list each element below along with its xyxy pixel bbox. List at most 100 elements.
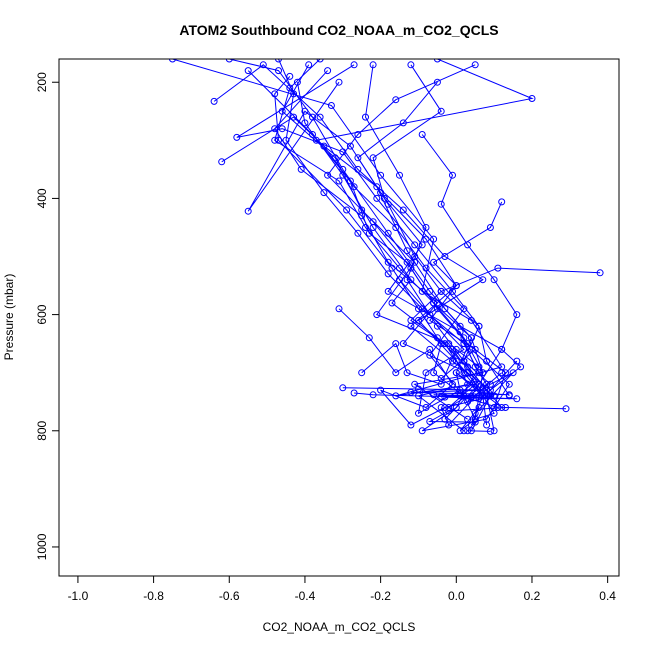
data-point [596, 269, 604, 277]
data-point [502, 404, 509, 411]
data-point [490, 404, 498, 411]
data-point [346, 177, 354, 185]
data-point [275, 59, 282, 63]
data-point [392, 96, 400, 104]
data-point [437, 380, 445, 388]
y-tick-label: 800 [35, 420, 49, 440]
data-point [475, 394, 483, 402]
series-line [247, 70, 484, 420]
data-point [233, 133, 241, 141]
data-point [403, 369, 411, 377]
data-point [316, 59, 324, 63]
data-point [320, 189, 328, 197]
data-point [335, 305, 343, 313]
data-point [403, 258, 411, 266]
series-14 [324, 61, 509, 411]
data-point [490, 276, 498, 284]
data-point [422, 235, 430, 243]
data-point [505, 391, 513, 399]
y-tick-label: 200 [35, 72, 49, 92]
data-point [411, 241, 419, 249]
series-line [278, 59, 499, 408]
data-point [475, 380, 483, 388]
data-point [441, 340, 449, 348]
data-point [369, 218, 377, 226]
x-axis: -1.0 -0.8 -0.6 -0.4 -0.2 0.0 0.2 0.4 [68, 575, 616, 603]
data-point [407, 421, 415, 429]
data-point [426, 418, 434, 425]
data-point [498, 198, 506, 206]
data-point [259, 61, 267, 69]
data-point [464, 363, 472, 371]
data-point [290, 90, 298, 98]
data-point [350, 61, 358, 69]
data-point [218, 158, 226, 166]
data-point [422, 264, 430, 272]
data-point [369, 391, 377, 399]
data-point [426, 345, 434, 353]
data-point [452, 345, 460, 353]
series-line [364, 64, 514, 414]
data-point [437, 107, 445, 115]
x-tick-label: -1.0 [68, 589, 89, 603]
series-line [421, 134, 518, 420]
data-point [396, 171, 403, 179]
data-point [335, 78, 343, 86]
data-point [316, 113, 324, 121]
data-point [494, 264, 502, 272]
data-point [403, 276, 411, 284]
data-point [430, 369, 438, 377]
data-point [244, 67, 252, 75]
data-point [210, 97, 218, 105]
data-point [464, 415, 472, 423]
data-point [430, 258, 438, 266]
series-27 [244, 67, 487, 423]
data-point [399, 119, 407, 127]
data-point [452, 369, 460, 377]
plot-frame [58, 58, 620, 577]
data-point [275, 67, 282, 75]
series-line [342, 387, 510, 396]
data-point [452, 282, 460, 290]
data-point [396, 264, 403, 272]
series-line [281, 64, 469, 432]
data-point [528, 95, 536, 102]
data-point [418, 131, 426, 138]
data-point [362, 113, 369, 121]
y-tick-label: 400 [35, 188, 49, 208]
data-point [460, 334, 468, 342]
data-point [365, 334, 373, 342]
series-24 [358, 340, 513, 435]
data-point [384, 258, 392, 266]
data-point [418, 427, 426, 435]
data-point [430, 235, 438, 243]
data-point [486, 224, 494, 231]
x-tick-label: -0.2 [370, 589, 391, 603]
data-point [309, 131, 316, 138]
data-point [225, 59, 233, 63]
data-point [293, 78, 301, 86]
x-tick-label: 0.4 [599, 589, 616, 603]
data-point [509, 369, 517, 377]
x-axis-label: CO2_NOAA_m_CO2_QCLS [263, 620, 416, 634]
data-point [380, 194, 388, 202]
data-point [433, 59, 441, 63]
data-point [365, 229, 373, 237]
series-1 [169, 59, 506, 429]
data-point [513, 311, 521, 319]
y-tick-label: 1000 [35, 533, 49, 560]
data-point [388, 299, 396, 307]
data-point [335, 177, 343, 185]
series-25 [396, 276, 506, 417]
data-point [339, 384, 347, 392]
data-point [471, 61, 479, 69]
data-point [449, 171, 456, 179]
data-point [505, 380, 513, 388]
data-point [350, 389, 358, 397]
data-point [403, 247, 411, 255]
data-point [301, 107, 309, 115]
data-point [464, 241, 472, 249]
data-point [286, 84, 294, 92]
data-point [490, 427, 498, 435]
